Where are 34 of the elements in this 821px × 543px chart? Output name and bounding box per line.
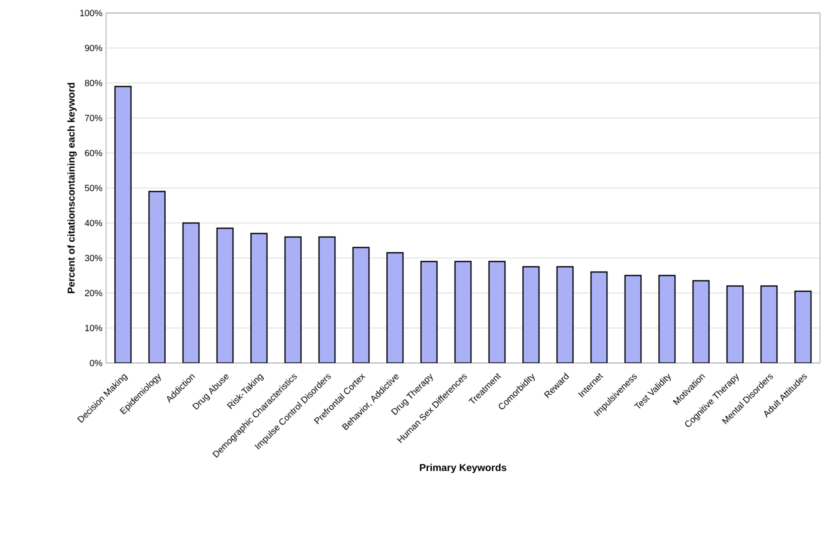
- y-axis-title: Percent of citationscontaining each keyword: [67, 82, 77, 294]
- y-tick-label: 90%: [84, 44, 102, 52]
- bar: [658, 274, 676, 363]
- bar: [114, 86, 132, 363]
- bar: [624, 274, 642, 363]
- y-tick-label: 40%: [84, 220, 102, 226]
- y-tick-label: 70%: [84, 114, 102, 122]
- bar: [386, 252, 404, 363]
- y-tick-label: 30%: [84, 254, 102, 262]
- y-tick-label: 80%: [84, 80, 102, 86]
- x-axis-title: Primary Keywords: [420, 464, 506, 474]
- y-tick-label: 100%: [80, 10, 102, 16]
- bar: [148, 190, 166, 363]
- y-tick-label: 60%: [84, 150, 102, 156]
- bar: [216, 228, 234, 363]
- bar: [488, 260, 506, 363]
- bar: [352, 246, 370, 363]
- y-tick-label: 10%: [85, 324, 102, 332]
- bar: [182, 222, 200, 363]
- bar: [420, 260, 438, 363]
- bar: [522, 266, 540, 363]
- bar: [590, 271, 608, 363]
- bar: [318, 236, 336, 363]
- y-tick-label: 0%: [90, 360, 102, 366]
- bar: [692, 280, 710, 363]
- y-tick-label: 50%: [84, 184, 102, 192]
- bar: [556, 266, 574, 363]
- bar: [250, 232, 268, 363]
- bar: [454, 260, 472, 363]
- y-tick-label: 20%: [84, 290, 102, 296]
- bar: [760, 285, 778, 363]
- bar: [794, 290, 812, 363]
- bar: [284, 236, 302, 363]
- bar: [726, 285, 744, 363]
